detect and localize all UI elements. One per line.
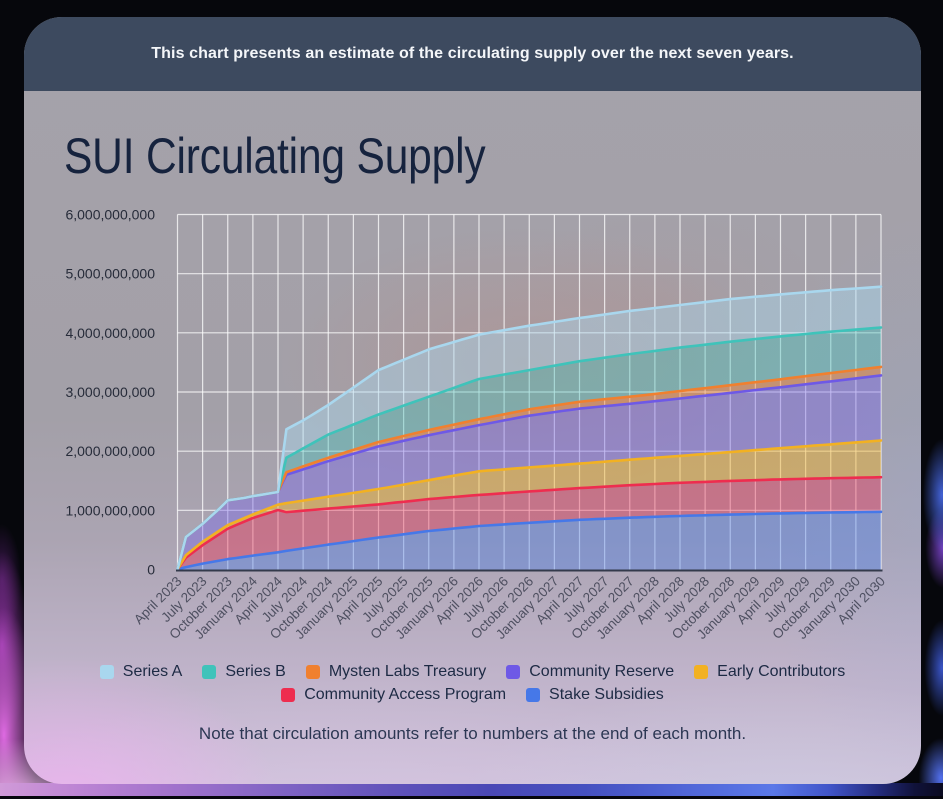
svg-text:5,000,000,000: 5,000,000,000 [65,266,155,282]
svg-text:1,000,000,000: 1,000,000,000 [65,502,155,518]
svg-text:3,000,000,000: 3,000,000,000 [65,384,155,400]
svg-text:4,000,000,000: 4,000,000,000 [65,325,155,341]
svg-text:0: 0 [147,562,155,578]
svg-text:6,000,000,000: 6,000,000,000 [65,207,155,223]
svg-text:2,000,000,000: 2,000,000,000 [65,443,155,459]
